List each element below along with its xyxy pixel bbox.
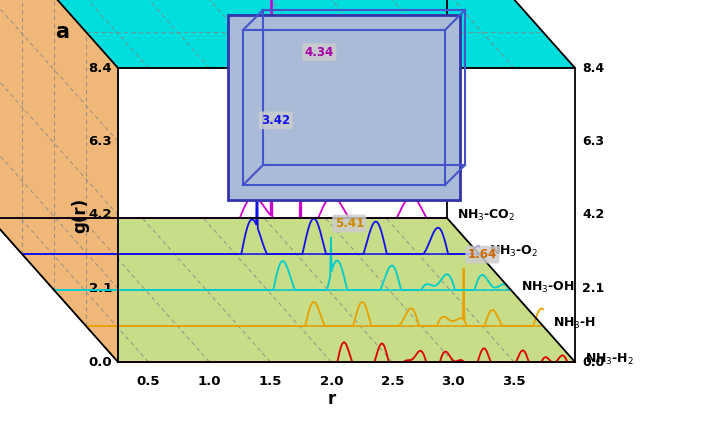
Text: 4.2: 4.2 <box>89 209 112 221</box>
Text: 8.4: 8.4 <box>582 62 604 74</box>
Text: NH$_3$-H: NH$_3$-H <box>553 315 596 330</box>
Text: 2.1: 2.1 <box>582 282 604 295</box>
Text: r: r <box>327 390 335 408</box>
Text: 1.0: 1.0 <box>198 375 221 388</box>
Text: 1.64: 1.64 <box>468 248 497 261</box>
Polygon shape <box>0 218 575 362</box>
Text: NH$_3$-O$_2$: NH$_3$-O$_2$ <box>489 243 538 259</box>
Text: 2.0: 2.0 <box>320 375 343 388</box>
Text: 0.0: 0.0 <box>582 356 604 368</box>
Text: 3.0: 3.0 <box>441 375 465 388</box>
Text: 2.1: 2.1 <box>89 282 112 295</box>
Text: 8.4: 8.4 <box>89 62 112 74</box>
Text: 4.34: 4.34 <box>305 46 334 59</box>
Text: NH$_3$-OH: NH$_3$-OH <box>521 279 575 294</box>
Text: NH$_3$-H$_2$: NH$_3$-H$_2$ <box>585 352 634 367</box>
FancyBboxPatch shape <box>228 15 460 200</box>
Text: 2.5: 2.5 <box>381 375 404 388</box>
Text: 0.5: 0.5 <box>137 375 160 388</box>
Text: 6.3: 6.3 <box>89 135 112 148</box>
Text: 0.0: 0.0 <box>89 356 112 368</box>
Polygon shape <box>0 0 118 362</box>
Text: 3.5: 3.5 <box>502 375 526 388</box>
Text: NH$_3$-CO$_2$: NH$_3$-CO$_2$ <box>457 207 515 223</box>
Polygon shape <box>0 0 575 68</box>
Text: 6.3: 6.3 <box>582 135 604 148</box>
Text: 4.2: 4.2 <box>582 209 604 221</box>
Text: g(r): g(r) <box>71 198 89 233</box>
Text: a: a <box>55 22 69 42</box>
Text: 5.41: 5.41 <box>335 217 364 230</box>
Text: 3.42: 3.42 <box>261 114 290 127</box>
Text: 1.5: 1.5 <box>259 375 282 388</box>
